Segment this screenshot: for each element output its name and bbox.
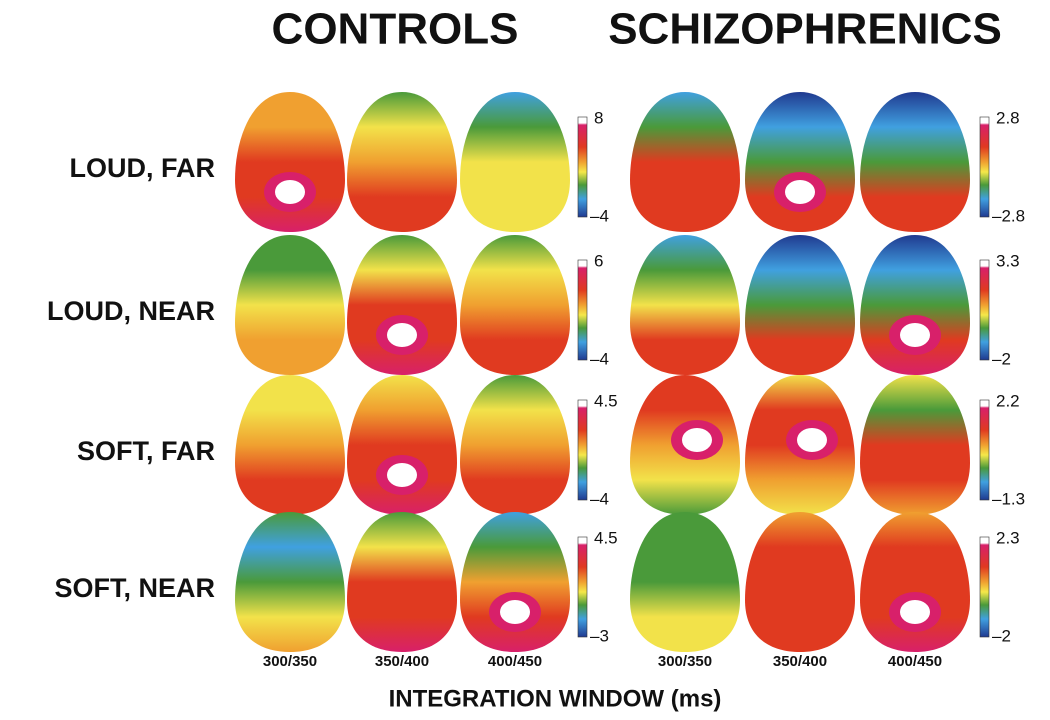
hot-spot-core [500, 600, 530, 624]
scalp-map [235, 92, 345, 232]
scale-max: 8 [594, 108, 603, 127]
scale-min: –2 [992, 626, 1011, 645]
scale-max: 3.3 [996, 251, 1020, 270]
hot-spot-core [900, 323, 930, 347]
color-bar [979, 536, 990, 638]
scalp-map [460, 235, 570, 375]
column-label: 400/450 [488, 653, 542, 670]
color-bar [979, 116, 990, 218]
hot-spot-core [682, 428, 712, 452]
color-bar [577, 536, 588, 638]
scalp-map [235, 375, 345, 515]
scale-min: –4 [590, 206, 609, 225]
group-title: SCHIZOPHRENICS [608, 5, 1002, 54]
row-label: SOFT, FAR [77, 436, 215, 466]
hot-spot-core [785, 180, 815, 204]
scalp-map [860, 375, 970, 515]
row-label: LOUD, FAR [70, 153, 216, 183]
hot-spot-core [797, 428, 827, 452]
axis-title: INTEGRATION WINDOW (ms) [389, 685, 722, 712]
column-label: 400/450 [888, 653, 942, 670]
scale-min: –4 [590, 349, 609, 368]
scale-max: 2.2 [996, 391, 1020, 410]
scalp-map [630, 92, 740, 232]
hot-spot-core [900, 600, 930, 624]
scale-min: –2.8 [992, 206, 1025, 225]
color-bar [577, 399, 588, 501]
scale-max: 4.5 [594, 391, 618, 410]
scalp-map [460, 512, 570, 652]
scalp-map [745, 92, 855, 232]
scalp-map [860, 235, 970, 375]
scalp-map [460, 375, 570, 515]
column-label: 350/400 [375, 653, 429, 670]
scale-min: –2 [992, 349, 1011, 368]
maps: LOUD, FAR 8 –4 2.8 –2.8 LOUD, NEAR 6 –4 3.3 –2 SOF… [47, 92, 1025, 670]
color-bar [577, 116, 588, 218]
scale-max: 2.3 [996, 528, 1020, 547]
hot-spot-core [275, 180, 305, 204]
color-bar [979, 399, 990, 501]
color-bar [979, 259, 990, 361]
row-label: LOUD, NEAR [47, 296, 215, 326]
scalp-map [630, 512, 740, 652]
scale-max: 6 [594, 251, 603, 270]
scalp-map [347, 512, 457, 652]
scalp-map [235, 235, 345, 375]
scale-min: –4 [590, 489, 609, 508]
row-label: SOFT, NEAR [54, 573, 215, 603]
scalp-map [235, 512, 345, 652]
scale-min: –1.3 [992, 489, 1025, 508]
column-label: 350/400 [773, 653, 827, 670]
scalp-map [745, 512, 855, 652]
group-title: CONTROLS [272, 5, 519, 54]
scalp-map [347, 92, 457, 232]
scalp-map [745, 235, 855, 375]
scale-min: –3 [590, 626, 609, 645]
scalp-map [860, 92, 970, 232]
scalp-map [630, 235, 740, 375]
scale-max: 2.8 [996, 108, 1020, 127]
scalp-map [347, 235, 457, 375]
scalp-map [347, 375, 457, 515]
column-label: 300/350 [263, 653, 317, 670]
hot-spot-core [387, 323, 417, 347]
scalp-map [460, 92, 570, 232]
column-label: 300/350 [658, 653, 712, 670]
scale-max: 4.5 [594, 528, 618, 547]
color-bar [577, 259, 588, 361]
hot-spot-core [387, 463, 417, 487]
scalp-map [860, 512, 970, 652]
